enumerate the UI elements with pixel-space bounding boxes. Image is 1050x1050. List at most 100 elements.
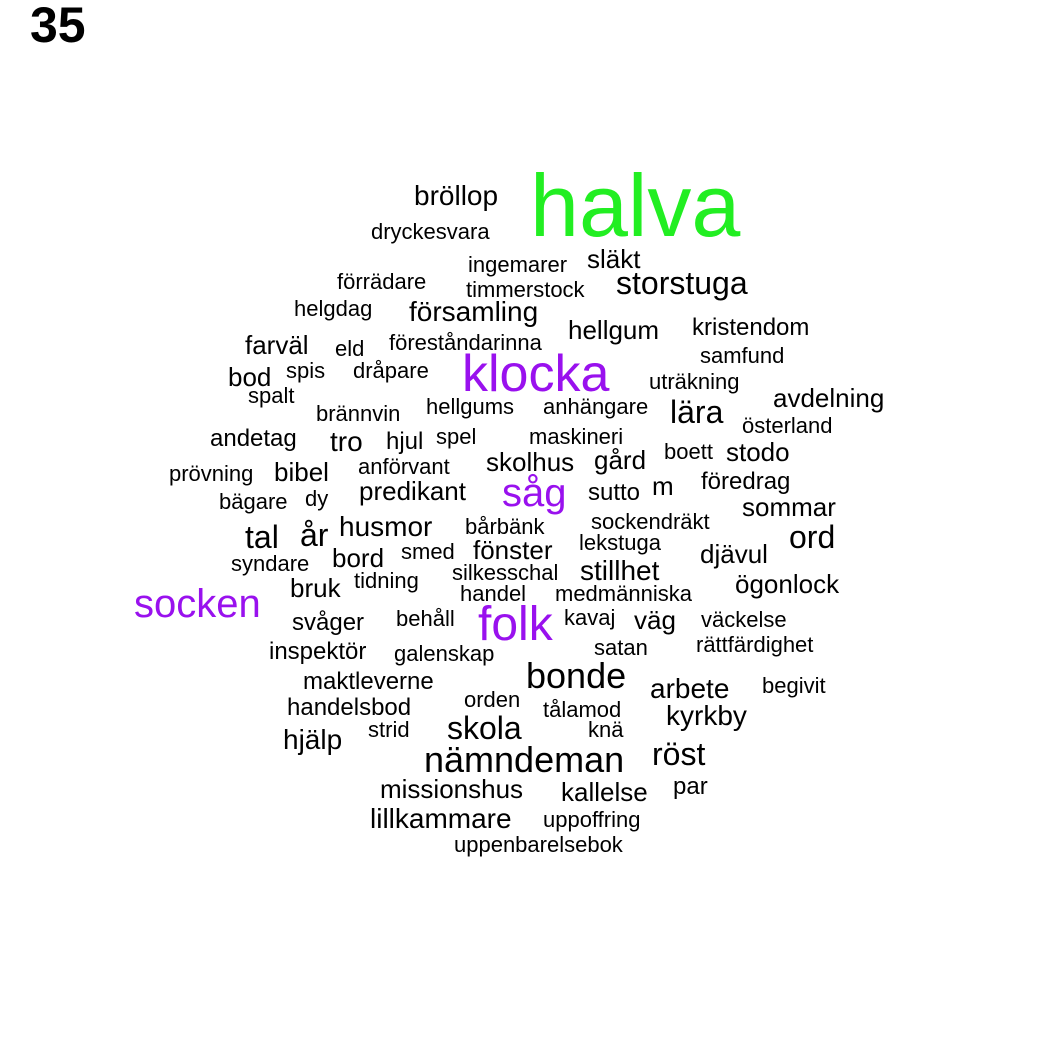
cloud-word: österland [742,413,833,438]
cloud-word: medmänniska [555,581,692,606]
cloud-word: halva [530,156,741,255]
cloud-word: ingemarer [468,252,568,277]
cloud-word: såg [502,471,567,515]
cloud-word: släkt [587,244,641,274]
cloud-word: spel [436,424,477,449]
cloud-word: skolhus [486,447,575,477]
cloud-word: hellgum [568,315,660,345]
cloud-word: par [673,773,708,800]
cloud-word: arbete [650,673,730,704]
cloud-word: brännvin [316,401,401,426]
cloud-word: bröllop [414,180,499,211]
cloud-word: bårbänk [465,514,545,539]
cloud-word: orden [464,687,521,712]
cloud-word: skola [447,710,522,746]
cloud-word: dryckesvara [371,219,490,244]
cloud-word: föreståndarinna [389,330,542,355]
cloud-word: stillhet [580,555,660,586]
cloud-word: nämndeman [424,739,625,780]
cloud-word: syndare [231,551,310,576]
cloud-word: eld [335,336,365,361]
cloud-word: tålamod [543,697,622,722]
cloud-word: inspektör [269,638,367,665]
cloud-word: prövning [169,461,254,486]
cloud-word: kallelse [561,777,648,807]
cloud-word: kristendom [692,314,810,341]
cloud-word: strid [368,717,410,742]
cloud-word: spis [286,358,326,383]
cloud-word: kyrkby [666,700,747,731]
cloud-word: anhängare [543,394,649,419]
cloud-word: husmor [339,511,433,542]
cloud-word: ord [789,519,836,555]
cloud-word: bägare [219,489,288,514]
cloud-word: gård [594,445,647,475]
cloud-word: knä [588,717,624,742]
cloud-word: rättfärdighet [696,632,814,657]
cloud-word: förrädare [337,269,427,294]
cloud-word: uppoffring [543,807,641,832]
cloud-word: föredrag [701,468,791,495]
cloud-word: handel [460,581,527,606]
cloud-word: bod [228,362,272,392]
cloud-word: m [652,471,674,501]
cloud-word: kavaj [564,605,616,630]
cloud-word: spalt [248,383,295,408]
cloud-word: svåger [292,609,365,636]
cloud-word: väg [634,605,676,635]
cloud-word: smed [401,539,455,564]
cloud-word: handelsbod [287,694,412,721]
cloud-word: bibel [274,457,329,487]
cloud-word: klocka [462,345,610,403]
cloud-word: storstuga [616,265,748,301]
cloud-word: maktleverne [303,668,434,695]
cloud-word: ögonlock [735,569,840,599]
cloud-word: väckelse [701,607,787,632]
cloud-word: helgdag [294,296,373,321]
cloud-word: silkesschal [452,560,559,585]
cloud-word: stodo [726,437,790,467]
cloud-word: predikant [359,476,466,506]
cloud-word: djävul [700,539,768,569]
cloud-word: boett [664,439,713,464]
cloud-word: maskineri [529,424,624,449]
cloud-word: uträkning [649,369,740,394]
cloud-word: socken [134,582,261,626]
cloud-word: avdelning [773,383,885,413]
cloud-word: bruk [290,573,341,603]
cloud-word: hjälp [283,724,343,755]
cloud-word: bonde [526,655,627,696]
cloud-word: andetag [210,425,297,452]
cloud-word: satan [594,635,648,660]
cloud-word: församling [409,296,539,327]
cloud-word: missionshus [380,774,524,804]
cloud-word: sutto [588,479,641,506]
cloud-word: folk [478,598,553,651]
cloud-word: behåll [396,606,455,631]
cloud-word: samfund [700,343,785,368]
cloud-word: lillkammare [370,803,512,834]
cloud-word: galenskap [394,641,495,666]
cloud-word: lära [670,394,724,430]
cloud-word: farväl [245,330,309,360]
cloud-word: sockendräkt [591,509,710,534]
cloud-word: hjul [386,428,424,455]
cloud-word: sommar [742,492,836,522]
cloud-word: uppenbarelsebok [454,832,623,857]
cloud-word: timmerstock [466,277,585,302]
cloud-word: tal [245,519,279,555]
cloud-word: anförvant [358,454,450,479]
cloud-word: tro [330,426,363,457]
cloud-word: fönster [473,535,553,565]
cloud-word: lekstuga [579,530,661,555]
cloud-word: bord [332,543,385,573]
cloud-word: tidning [354,568,419,593]
cloud-word: begivit [762,673,826,698]
cloud-word: röst [652,736,706,772]
cloud-word: hellgums [426,394,515,419]
cloud-word: år [300,517,329,553]
cloud-word: dy [305,486,329,511]
cloud-word: dråpare [353,358,429,383]
page-number: 35 [30,0,86,53]
